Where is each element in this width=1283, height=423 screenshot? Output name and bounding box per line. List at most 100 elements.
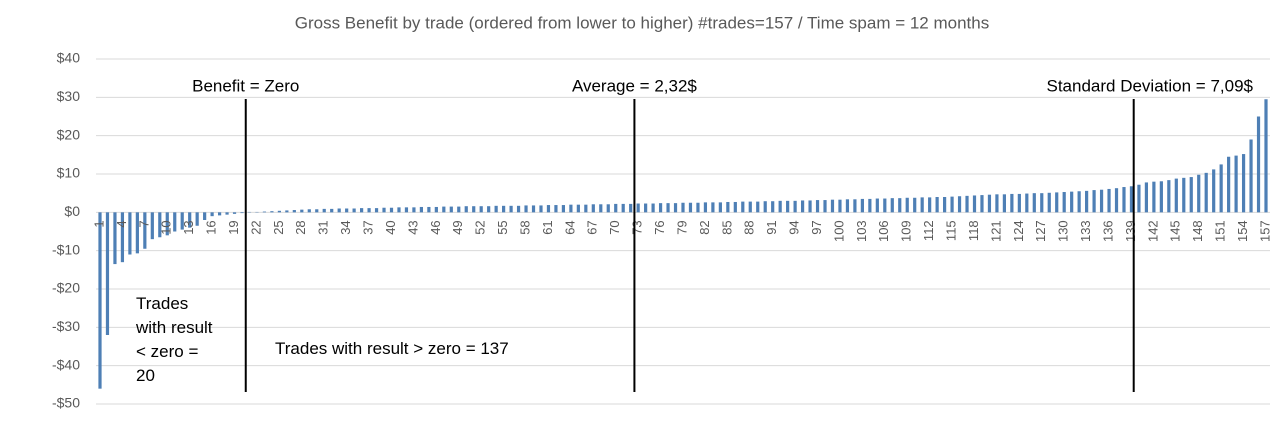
- bar: [1085, 190, 1089, 213]
- bar: [404, 207, 409, 213]
- x-tick-label: 118: [966, 220, 981, 241]
- y-tick-label: $0: [64, 203, 80, 219]
- bar: [711, 202, 715, 213]
- bar: [696, 202, 700, 213]
- bar: [1219, 164, 1223, 213]
- bar: [1002, 194, 1006, 213]
- x-tick-label: 70: [607, 220, 622, 234]
- bar: [1249, 139, 1253, 213]
- x-tick-label: 136: [1100, 220, 1115, 242]
- x-tick-label: 52: [473, 220, 488, 234]
- bar: [1017, 193, 1021, 213]
- bar: [180, 212, 184, 230]
- bar: [158, 212, 162, 238]
- bar: [128, 212, 132, 255]
- bar: [374, 208, 379, 213]
- bar: [576, 204, 580, 213]
- bar: [173, 212, 177, 232]
- bar: [658, 203, 663, 213]
- bar: [868, 198, 872, 213]
- y-tick-label: $10: [57, 165, 81, 181]
- bar: [105, 212, 110, 335]
- bar: [315, 209, 319, 213]
- bar: [621, 203, 625, 213]
- x-tick-label: 142: [1145, 220, 1160, 242]
- y-tick-label: $20: [57, 126, 81, 142]
- bar: [972, 195, 977, 213]
- bar: [539, 205, 543, 213]
- x-tick-label: 112: [921, 220, 936, 241]
- x-tick-label: 91: [764, 220, 779, 234]
- x-tick-label: 61: [540, 220, 555, 234]
- bar: [726, 201, 730, 213]
- x-tick-label: 109: [899, 220, 914, 242]
- bar: [778, 200, 782, 213]
- y-tick-label: -$20: [52, 280, 80, 296]
- bar: [815, 200, 820, 213]
- bar: [1114, 188, 1119, 213]
- bar: [382, 207, 386, 213]
- bar: [277, 210, 281, 213]
- bar: [800, 200, 805, 213]
- bar: [479, 206, 483, 213]
- bar: [285, 210, 289, 213]
- x-tick-label: 151: [1213, 220, 1228, 242]
- x-tick-label: 22: [248, 220, 263, 234]
- x-tick-label: 7: [136, 220, 151, 227]
- bar: [569, 204, 573, 213]
- bar: [203, 212, 207, 220]
- bar: [703, 202, 708, 213]
- x-tick-label: 28: [293, 220, 308, 234]
- bar: [337, 208, 341, 213]
- x-tick-label: 34: [338, 220, 353, 234]
- bar: [427, 206, 431, 213]
- bar: [913, 197, 917, 213]
- bar: [890, 198, 894, 213]
- bar: [352, 208, 356, 213]
- bar: [367, 208, 371, 213]
- bar: [920, 197, 924, 213]
- bar: [464, 206, 468, 213]
- bar: [330, 208, 334, 213]
- bar: [1144, 182, 1149, 213]
- bar: [1241, 154, 1246, 213]
- x-tick-label: 97: [809, 220, 824, 234]
- bar: [1256, 116, 1261, 213]
- bar: [232, 212, 237, 214]
- bar: [1197, 174, 1201, 213]
- bar: [1077, 191, 1081, 213]
- x-tick-label: 88: [742, 220, 757, 234]
- bar: [188, 212, 192, 228]
- bar: [165, 212, 169, 236]
- x-tick-label: 85: [719, 220, 734, 234]
- x-tick-label: 106: [876, 220, 891, 242]
- bar: [143, 212, 147, 249]
- x-tick-label: 46: [428, 220, 443, 234]
- bar: [666, 203, 670, 213]
- bar: [980, 195, 984, 213]
- x-tick-label: 1: [91, 220, 106, 227]
- bar: [150, 212, 154, 240]
- bar: [449, 206, 453, 213]
- bar: [987, 194, 992, 213]
- bar: [98, 212, 102, 389]
- bar: [1107, 188, 1111, 213]
- bar: [217, 212, 222, 216]
- x-tick-label: 100: [831, 220, 846, 242]
- bar: [771, 201, 775, 213]
- y-tick-label: -$40: [52, 356, 80, 372]
- x-tick-label: 76: [652, 220, 667, 234]
- x-tick-label: 157: [1257, 220, 1272, 242]
- bar: [1025, 193, 1029, 213]
- bar: [113, 212, 117, 265]
- x-tick-label: 148: [1190, 220, 1205, 242]
- bar: [1159, 181, 1163, 213]
- bar: [614, 203, 618, 213]
- bar: [681, 202, 685, 213]
- bar: [389, 207, 394, 213]
- x-tick-label: 67: [585, 220, 600, 234]
- x-tick-label: 154: [1235, 220, 1250, 242]
- bar: [1167, 180, 1171, 213]
- bar: [786, 200, 790, 213]
